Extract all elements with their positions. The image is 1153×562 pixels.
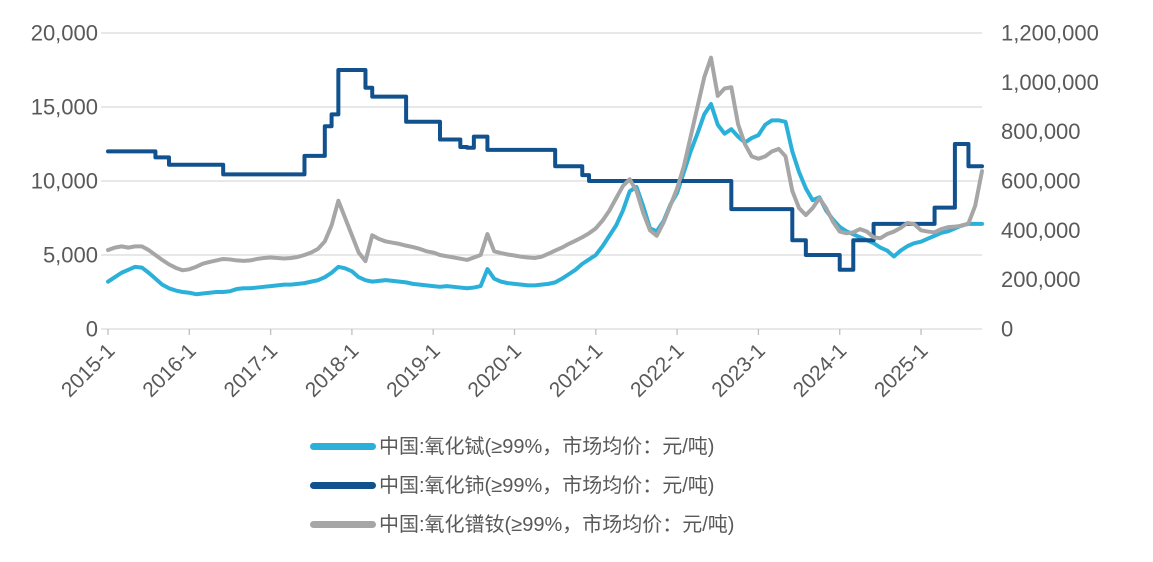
legend-label-praseodymium-neodymium-oxide: 中国:氧化镨钕(≥99%，市场均价：元/吨) bbox=[379, 513, 735, 536]
left-axis-tick-label: 20,000 bbox=[31, 21, 98, 46]
right-axis-labels: 0 200,000 400,000 600,000 800,000 1,000,000 1,… bbox=[1001, 21, 1099, 342]
right-axis-tick-label: 800,000 bbox=[1001, 119, 1081, 144]
legend-line-swatch-darkblue-icon bbox=[310, 482, 376, 489]
x-axis-tick-label: 2016-1 bbox=[138, 339, 201, 402]
legend-label-terbium-oxide: 中国:氧化铽(≥99%，市场均价：元/吨) bbox=[379, 435, 715, 458]
legend-item-praseodymium-neodymium-oxide: 中国:氧化镨钕(≥99%，市场均价：元/吨) bbox=[310, 505, 734, 544]
x-axis-tick-label: 2021-1 bbox=[545, 339, 608, 402]
x-axis-tick-label: 2020-1 bbox=[464, 339, 527, 402]
x-axis-tick-label: 2015-1 bbox=[57, 339, 120, 402]
left-axis-tick-label: 15,000 bbox=[31, 95, 98, 120]
legend-line-swatch-cyan-icon bbox=[310, 443, 376, 450]
legend-line-swatch-gray-icon bbox=[310, 521, 376, 528]
series-line bbox=[106, 68, 984, 272]
legend: 中国:氧化铽(≥99%，市场均价：元/吨) 中国:氧化铈(≥99%，市场均价：元… bbox=[310, 427, 734, 544]
left-axis-tick-label: 0 bbox=[86, 317, 98, 342]
right-axis-tick-label: 1,000,000 bbox=[1001, 70, 1099, 95]
legend-item-terbium-oxide: 中国:氧化铽(≥99%，市场均价：元/吨) bbox=[310, 427, 734, 466]
x-axis-labels: 2015-1 2016-1 2017-1 2018-1 2019-1 2020-1 2021… bbox=[57, 329, 933, 402]
series-line bbox=[106, 55, 984, 273]
left-axis-labels: 0 5,000 10,000 15,000 20,000 bbox=[31, 21, 98, 342]
x-axis-tick-label: 2023-1 bbox=[707, 339, 770, 402]
series-line bbox=[106, 102, 984, 297]
legend-label-cerium-oxide: 中国:氧化铈(≥99%，市场均价：元/吨) bbox=[379, 474, 715, 497]
left-axis-tick-label: 10,000 bbox=[31, 169, 98, 194]
right-axis-tick-label: 1,200,000 bbox=[1001, 21, 1099, 46]
x-axis-tick-label: 2019-1 bbox=[382, 339, 445, 402]
x-axis-tick-label: 2018-1 bbox=[301, 339, 364, 402]
right-axis-tick-label: 600,000 bbox=[1001, 169, 1081, 194]
left-axis-tick-label: 5,000 bbox=[43, 243, 98, 268]
x-axis-tick-label: 2024-1 bbox=[789, 339, 852, 402]
x-axis-tick-label: 2022-1 bbox=[626, 339, 689, 402]
right-axis-tick-label: 0 bbox=[1001, 317, 1013, 342]
right-axis-tick-label: 400,000 bbox=[1001, 218, 1081, 243]
x-axis-tick-label: 2025-1 bbox=[870, 339, 933, 402]
x-axis-tick-label: 2017-1 bbox=[220, 339, 283, 402]
series-lines bbox=[106, 55, 984, 297]
right-axis-tick-label: 200,000 bbox=[1001, 267, 1081, 292]
legend-item-cerium-oxide: 中国:氧化铈(≥99%，市场均价：元/吨) bbox=[310, 466, 734, 505]
